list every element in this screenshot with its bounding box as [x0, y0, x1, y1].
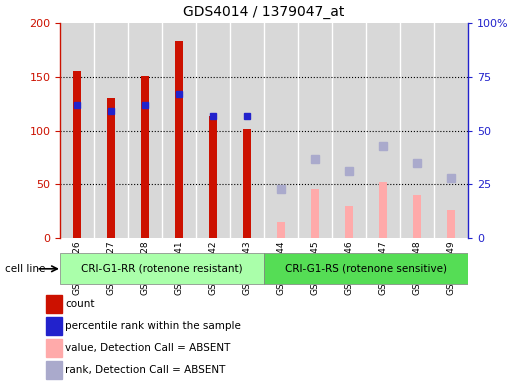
Bar [298, 23, 332, 238]
Bar [209, 116, 218, 238]
Text: rank, Detection Call = ABSENT: rank, Detection Call = ABSENT [65, 365, 226, 375]
Bar [141, 76, 150, 238]
Text: CRI-G1-RS (rotenone sensitive): CRI-G1-RS (rotenone sensitive) [285, 264, 447, 274]
Bar [175, 41, 184, 238]
Bar [94, 23, 128, 238]
Bar [60, 23, 94, 238]
Bar [243, 129, 252, 238]
Bar [162, 23, 196, 238]
Title: GDS4014 / 1379047_at: GDS4014 / 1379047_at [184, 5, 345, 19]
Bar [47, 295, 62, 313]
Bar [413, 195, 422, 238]
Text: percentile rank within the sample: percentile rank within the sample [65, 321, 241, 331]
FancyBboxPatch shape [264, 253, 468, 284]
Text: value, Detection Call = ABSENT: value, Detection Call = ABSENT [65, 343, 231, 353]
Bar [47, 339, 62, 358]
Bar [47, 317, 62, 335]
Bar [230, 23, 264, 238]
FancyBboxPatch shape [60, 253, 264, 284]
Bar [400, 23, 434, 238]
Bar [332, 23, 366, 238]
Bar [345, 206, 354, 238]
Bar [277, 222, 286, 238]
Text: cell line: cell line [5, 264, 46, 274]
Bar [107, 98, 116, 238]
Bar [73, 71, 82, 238]
Text: CRI-G1-RR (rotenone resistant): CRI-G1-RR (rotenone resistant) [81, 264, 243, 274]
Bar [447, 210, 456, 238]
Bar [264, 23, 298, 238]
Bar [379, 182, 388, 238]
Bar [311, 189, 320, 238]
Bar [196, 23, 230, 238]
Text: count: count [65, 299, 95, 309]
Bar [366, 23, 400, 238]
Bar [434, 23, 468, 238]
Bar [47, 361, 62, 379]
Bar [128, 23, 162, 238]
